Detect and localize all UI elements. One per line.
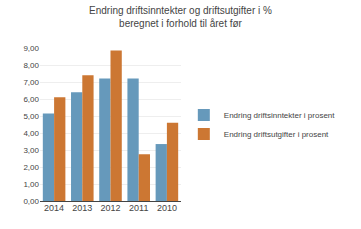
svg-text:0,00: 0,00	[23, 197, 39, 206]
svg-text:Endring driftsinntekter i pros: Endring driftsinntekter i prosent	[224, 111, 336, 120]
svg-text:6,00: 6,00	[23, 95, 39, 104]
svg-text:1,00: 1,00	[23, 180, 39, 189]
svg-text:2010: 2010	[157, 203, 177, 213]
svg-text:3,00: 3,00	[23, 146, 39, 155]
svg-text:2,00: 2,00	[23, 163, 39, 172]
svg-text:8,00: 8,00	[23, 61, 39, 70]
svg-text:Endring driftsinntekter og dri: Endring driftsinntekter og driftsutgifte…	[89, 5, 272, 29]
svg-text:4,00: 4,00	[23, 129, 39, 138]
svg-text:2014: 2014	[44, 203, 64, 213]
svg-text:2011: 2011	[129, 203, 148, 213]
svg-text:7,00: 7,00	[23, 78, 39, 87]
svg-text:2012: 2012	[100, 203, 120, 213]
svg-text:5,00: 5,00	[23, 112, 39, 121]
svg-text:Endring driftsutgifter i prose: Endring driftsutgifter i prosent	[224, 130, 329, 139]
svg-text:2013: 2013	[72, 203, 92, 213]
svg-text:9,00: 9,00	[23, 44, 39, 53]
